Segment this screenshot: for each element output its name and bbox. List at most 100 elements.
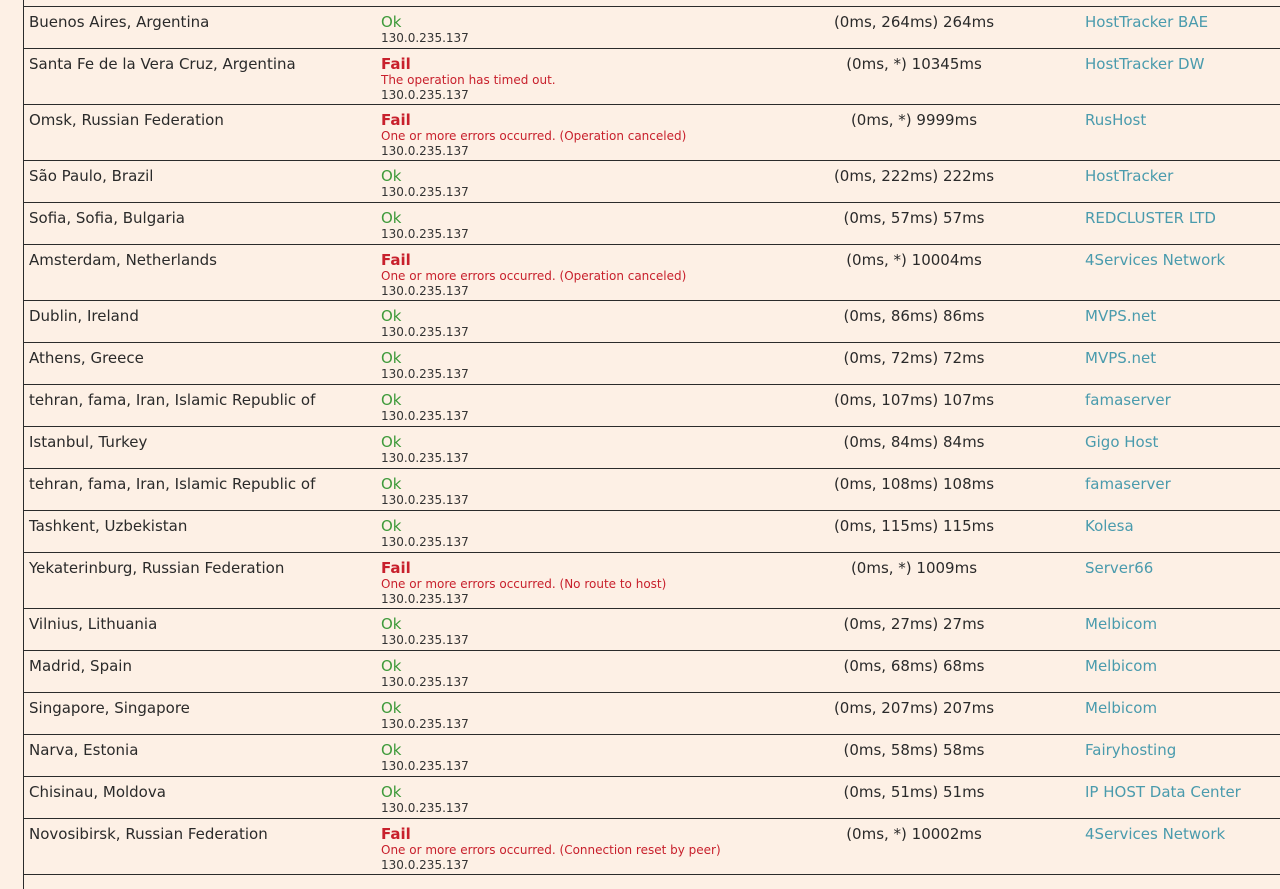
result-cell: Ok 130.0.235.137 — [381, 741, 469, 774]
ip-address: 130.0.235.137 — [381, 185, 469, 199]
result-cell: Ok 130.0.235.137 — [381, 783, 469, 816]
location-cell: Santa Fe de la Vera Cruz, Argentina — [29, 55, 296, 73]
result-cell: Fail The operation has timed out. 130.0.23… — [381, 55, 556, 103]
ip-address: 130.0.235.137 — [381, 801, 469, 815]
result-cell: Ok 130.0.235.137 — [381, 433, 469, 466]
provider-link[interactable]: famaserver — [1085, 475, 1171, 493]
ip-address: 130.0.235.137 — [381, 367, 469, 381]
location-cell: Omsk, Russian Federation — [29, 111, 224, 129]
ip-address: 130.0.235.137 — [381, 493, 469, 507]
provider-link[interactable]: Gigo Host — [1085, 433, 1159, 451]
status-label: Ok — [381, 783, 402, 801]
result-cell: Ok 130.0.235.137 — [381, 307, 469, 340]
provider-link[interactable]: HostTracker — [1085, 167, 1174, 185]
response-time-cell: (0ms, 51ms) 51ms — [843, 783, 985, 801]
provider-link[interactable]: MVPS.net — [1085, 307, 1157, 325]
response-time-cell: (0ms, 72ms) 72ms — [843, 349, 985, 367]
table-row: Yekaterinburg, Russian Federation Fail One… — [24, 553, 1280, 609]
status-label: Ok — [381, 741, 402, 759]
status-label: Ok — [381, 391, 402, 409]
ip-address: 130.0.235.137 — [381, 31, 469, 45]
provider-link[interactable]: HostTracker BAE — [1085, 13, 1209, 31]
table-row: Novosibirsk, Russian Federation Fail One o… — [24, 819, 1280, 875]
error-message: One or more errors occurred. (Operation … — [381, 269, 687, 283]
location-cell: Tashkent, Uzbekistan — [29, 517, 188, 535]
ip-address: 130.0.235.137 — [381, 284, 469, 298]
response-time-cell: (0ms, *) 10345ms — [846, 55, 982, 73]
location-cell: tehran, fama, Iran, Islamic Republic of — [29, 475, 316, 493]
location-cell: Sofia, Sofia, Bulgaria — [29, 209, 185, 227]
result-cell: Fail One or more errors occurred. (Operat… — [381, 251, 686, 299]
provider-link[interactable]: famaserver — [1085, 391, 1171, 409]
error-message: One or more errors occurred. (No route t… — [381, 577, 667, 591]
status-label: Ok — [381, 167, 402, 185]
provider-link[interactable]: Fairyhosting — [1085, 741, 1177, 759]
result-cell: Ok 130.0.235.137 — [381, 349, 469, 382]
location-cell: tehran, fama, Iran, Islamic Republic of — [29, 391, 316, 409]
provider-link[interactable]: Melbicom — [1085, 699, 1158, 717]
location-cell: Chisinau, Moldova — [29, 783, 166, 801]
ip-address: 130.0.235.137 — [381, 144, 469, 158]
response-time-cell: (0ms, 57ms) 57ms — [843, 209, 985, 227]
location-cell: Vilnius, Lithuania — [29, 615, 158, 633]
result-cell: Ok 130.0.235.137 — [381, 657, 469, 690]
provider-link[interactable]: Kolesa — [1085, 517, 1134, 535]
status-label: Fail — [381, 559, 411, 577]
provider-link[interactable]: HostTracker DW — [1085, 55, 1205, 73]
error-message: The operation has timed out. — [381, 73, 556, 87]
result-cell: Ok 130.0.235.137 — [381, 699, 469, 732]
table-row: São Paulo, Brazil Ok 130.0.235.137 (0ms, 22… — [24, 161, 1280, 203]
response-time-cell: (0ms, *) 10002ms — [846, 825, 982, 843]
table-row: tehran, fama, Iran, Islamic Republic of O… — [24, 469, 1280, 511]
response-time-cell: (0ms, 27ms) 27ms — [843, 615, 985, 633]
status-label: Ok — [381, 349, 402, 367]
location-cell: Buenos Aires, Argentina — [29, 13, 210, 31]
result-cell: Ok 130.0.235.137 — [381, 475, 469, 508]
response-time-cell: (0ms, 207ms) 207ms — [833, 699, 995, 717]
provider-link[interactable]: IP HOST Data Center — [1085, 783, 1241, 801]
result-cell: Ok 130.0.235.137 — [381, 615, 469, 648]
response-time-cell: (0ms, 108ms) 108ms — [833, 475, 995, 493]
status-label: Ok — [381, 699, 402, 717]
table-row: Vilnius, Lithuania Ok 130.0.235.137 (0ms, 2… — [24, 609, 1280, 651]
table-row: Istanbul, Turkey Ok 130.0.235.137 (0ms, 84m… — [24, 427, 1280, 469]
provider-link[interactable]: Melbicom — [1085, 615, 1158, 633]
table-row: Athens, Greece Ok 130.0.235.137 (0ms, 72ms)… — [24, 343, 1280, 385]
status-label: Fail — [381, 825, 411, 843]
status-label: Ok — [381, 209, 402, 227]
ip-address: 130.0.235.137 — [381, 227, 469, 241]
ip-address: 130.0.235.137 — [381, 759, 469, 773]
provider-link[interactable]: REDCLUSTER LTD — [1085, 209, 1216, 227]
response-time-cell: (0ms, 68ms) 68ms — [843, 657, 985, 675]
response-time-cell: (0ms, 107ms) 107ms — [833, 391, 995, 409]
response-time-cell: (0ms, 86ms) 86ms — [843, 307, 985, 325]
response-time-cell: (0ms, *) 1009ms — [850, 559, 978, 577]
provider-link[interactable]: 4Services Network — [1085, 251, 1226, 269]
table-row: Madrid, Spain Ok 130.0.235.137 (0ms, 68ms) … — [24, 651, 1280, 693]
status-label: Ok — [381, 615, 402, 633]
location-cell: Narva, Estonia — [29, 741, 139, 759]
table-row: Sofia, Sofia, Bulgaria Ok 130.0.235.137 (0m… — [24, 203, 1280, 245]
table-row: Singapore, Singapore Ok 130.0.235.137 (0ms,… — [24, 693, 1280, 735]
ip-address: 130.0.235.137 — [381, 88, 469, 102]
location-cell: São Paulo, Brazil — [29, 167, 154, 185]
status-label: Ok — [381, 307, 402, 325]
result-cell: Ok 130.0.235.137 — [381, 391, 469, 424]
location-cell: Amsterdam, Netherlands — [29, 251, 217, 269]
provider-link[interactable]: MVPS.net — [1085, 349, 1157, 367]
table-row: tehran, fama, Iran, Islamic Republic of O… — [24, 385, 1280, 427]
table-top-border — [24, 6, 1280, 7]
response-time-cell: (0ms, 58ms) 58ms — [843, 741, 985, 759]
provider-link[interactable]: RusHost — [1085, 111, 1147, 129]
location-cell: Athens, Greece — [29, 349, 144, 367]
provider-link[interactable]: Server66 — [1085, 559, 1154, 577]
error-message: One or more errors occurred. (Operation … — [381, 129, 687, 143]
status-label: Fail — [381, 251, 411, 269]
response-time-cell: (0ms, 222ms) 222ms — [833, 167, 995, 185]
table-row: Dublin, Ireland Ok 130.0.235.137 (0ms, 86ms… — [24, 301, 1280, 343]
provider-link[interactable]: Melbicom — [1085, 657, 1158, 675]
status-label: Ok — [381, 433, 402, 451]
response-time-cell: (0ms, 84ms) 84ms — [843, 433, 985, 451]
response-time-cell: (0ms, 264ms) 264ms — [833, 13, 995, 31]
provider-link[interactable]: 4Services Network — [1085, 825, 1226, 843]
